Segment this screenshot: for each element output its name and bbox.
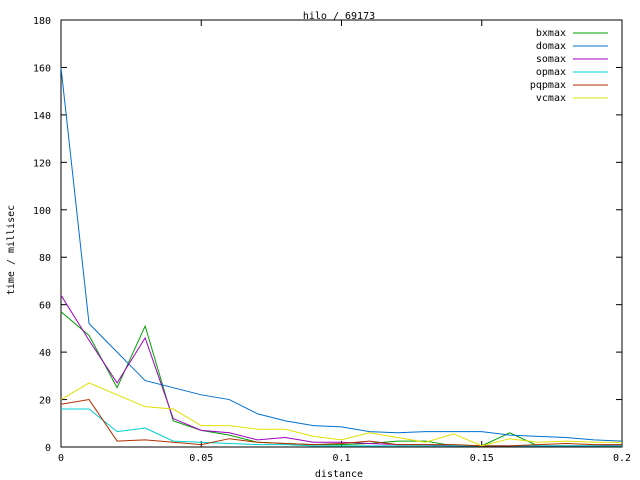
x-tick-label: 0 bbox=[58, 453, 64, 464]
y-tick-label: 80 bbox=[39, 253, 51, 264]
chart-title: hilo / 69173 bbox=[303, 11, 375, 22]
x-tick-label: 0.15 bbox=[470, 453, 494, 464]
legend-label: opmax bbox=[536, 67, 566, 78]
series-line-vcmax bbox=[60, 382, 622, 447]
legend-label: vcmax bbox=[536, 93, 566, 104]
y-tick-label: 120 bbox=[33, 158, 51, 169]
y-axis-label: time / millisec bbox=[6, 205, 17, 295]
y-tick-label: 60 bbox=[39, 301, 51, 312]
y-tick-label: 180 bbox=[33, 16, 51, 27]
legend-label: pqpmax bbox=[530, 80, 566, 91]
legend-label: domax bbox=[536, 41, 566, 52]
legend-label: somax bbox=[536, 54, 566, 65]
y-tick-label: 100 bbox=[33, 206, 51, 217]
series-line-pqpmax bbox=[60, 399, 622, 447]
y-tick-label: 20 bbox=[39, 396, 51, 407]
series-lines bbox=[60, 67, 623, 447]
legend-label: bxmax bbox=[536, 28, 566, 39]
x-axis: 0 0.05 0.1 0.15 0.2 bbox=[58, 20, 631, 464]
y-tick-label: 0 bbox=[45, 443, 51, 454]
x-tick-label: 0.1 bbox=[332, 453, 350, 464]
y-axis: 0 20 40 60 80 100 120 140 160 180 bbox=[33, 16, 622, 454]
series-line-domax bbox=[60, 67, 623, 442]
y-tick-label: 140 bbox=[33, 111, 51, 122]
x-axis-label: distance bbox=[315, 469, 363, 480]
series-line-opmax bbox=[61, 408, 622, 447]
x-tick-label: 0.05 bbox=[189, 453, 213, 464]
y-tick-label: 40 bbox=[39, 348, 51, 359]
legend: bxmax domax somax opmax pqpmax vcmax bbox=[530, 28, 608, 104]
x-tick-label: 0.2 bbox=[613, 453, 631, 464]
y-tick-label: 160 bbox=[33, 63, 51, 74]
